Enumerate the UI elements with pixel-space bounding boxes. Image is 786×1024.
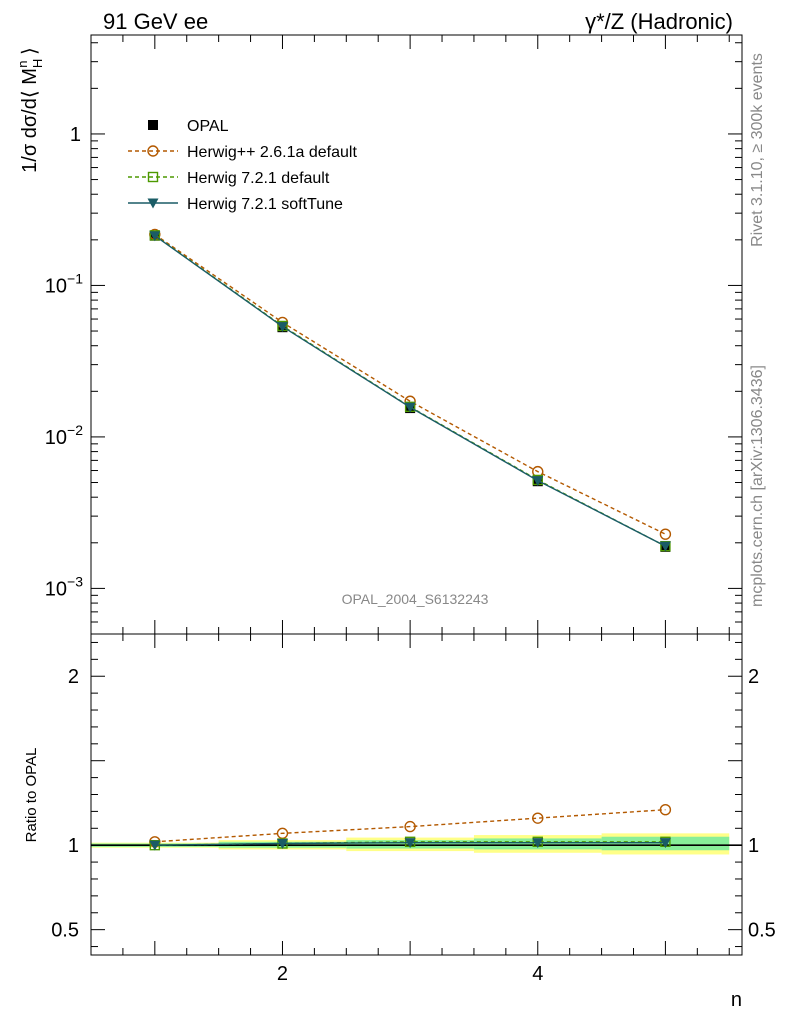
ratio-point-0-3 [532, 812, 544, 824]
main-ylabel: 1/σ dσ/d⟨ MHn ⟩ [15, 47, 45, 173]
main-point-3-0 [149, 231, 161, 242]
legend-marker-1 [147, 145, 159, 157]
left-title: 91 GeV ee [103, 9, 208, 34]
ratio-y-tick-label-right-0: 0.5 [748, 920, 776, 942]
ratio-point-2-4 [659, 838, 671, 849]
ratio-y-tick-label-right-2: 2 [748, 666, 759, 688]
main-y-tick-label-1: 10−2 [45, 422, 83, 449]
legend-label-1: Herwig++ 2.6.1a default [187, 144, 357, 161]
main-y-tick-label-2: 10−1 [45, 270, 83, 297]
legend-marker-3 [147, 198, 159, 209]
ratio-y-tick-label-left-2: 2 [68, 666, 79, 688]
main-y-tick-label-3: 1 [70, 124, 81, 146]
ratio-point-2-2 [404, 838, 416, 849]
rivet-label: Rivet 3.1.10, ≥ 300k events [749, 53, 766, 247]
main-point-1-4 [659, 528, 672, 540]
legend-marker-0 [148, 120, 158, 130]
ratio-y-tick-label-left-1: 1 [68, 835, 79, 857]
main-series-1 [149, 228, 672, 540]
main-y-tick-label-0: 10−3 [45, 573, 83, 600]
main-point-3-2 [404, 402, 416, 413]
ratio-y-tick-label-right-1: 1 [748, 835, 759, 857]
legend-label-0: OPAL [187, 118, 229, 135]
main-series-0 [149, 230, 671, 552]
legend-label-3: Herwig 7.2.1 softTune [187, 196, 343, 213]
main-series-line-2 [154, 234, 666, 547]
legend-label-2: Herwig 7.2.1 default [187, 170, 330, 187]
main-point-3-4 [659, 541, 671, 552]
x-tick-label-0: 2 [277, 963, 288, 985]
mcplots-label: mcplots.cern.ch [arXiv:1306.3436] [749, 365, 766, 607]
right-title: γ*/Z (Hadronic) [585, 9, 733, 34]
ratio-point-2-3 [532, 838, 544, 849]
main-series-line-3 [154, 235, 666, 547]
ratio-panel-frame [90, 633, 743, 956]
ratio-ylabel: Ratio to OPAL [23, 748, 40, 843]
x-tick-label-1: 4 [532, 963, 543, 985]
ratio-point-0-2 [404, 820, 416, 833]
main-point-3-1 [276, 322, 288, 333]
main-series-2 [149, 230, 671, 552]
ratio-point-2-0 [149, 840, 161, 851]
main-point-3-3 [532, 476, 544, 487]
ratio-series-2 [149, 838, 671, 851]
svg-text:1/σ dσ/d⟨ MHn ⟩: 1/σ dσ/d⟨ MHn ⟩ [15, 47, 45, 173]
ratio-point-0-4 [659, 804, 672, 816]
main-series-3 [149, 231, 671, 552]
x-axis-label: n [731, 989, 742, 1011]
ratio-y-tick-label-left-0: 0.5 [51, 920, 79, 942]
legend-marker-2 [147, 171, 159, 183]
main-series-line-1 [154, 233, 666, 535]
analysis-watermark: OPAL_2004_S6132243 [342, 591, 489, 607]
ratio-point-2-1 [276, 838, 288, 849]
ratio-series-line-0 [154, 809, 666, 843]
